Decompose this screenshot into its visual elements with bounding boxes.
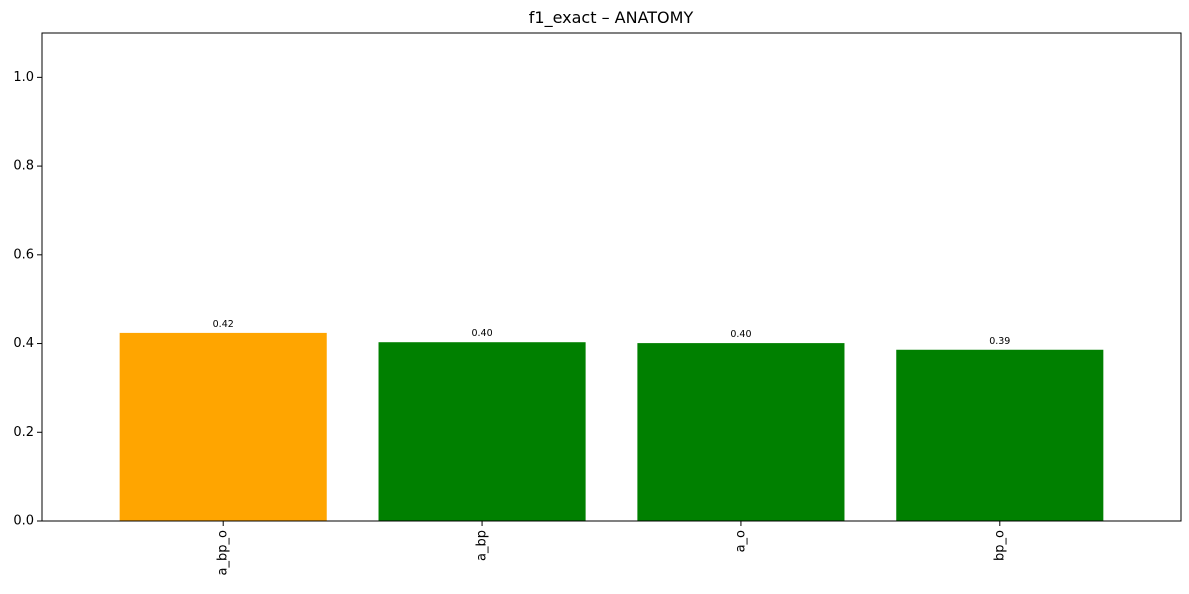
y-tick-label-4: 0.8	[13, 159, 34, 174]
data-labels-layer: 0.42 0.40 0.40 0.39	[213, 319, 1011, 347]
x-tick-label-a_bp_o: a_bp_o	[216, 530, 231, 575]
x-tick-label-bp_o: bp_o	[992, 530, 1007, 561]
y-tick-label-3: 0.6	[13, 247, 34, 262]
x-tick-label-a_bp: a_bp	[475, 530, 490, 561]
data-label-a_bp_o: 0.42	[213, 319, 234, 330]
plot-frame	[41, 32, 1182, 522]
bar-a_bp	[378, 342, 586, 521]
y-tick-label-2: 0.4	[13, 336, 34, 351]
bars-layer	[119, 332, 1104, 521]
x-axis: a_bp_o a_bp a_o bp_o	[216, 521, 1007, 575]
bar-bp_o	[896, 349, 1104, 521]
data-label-bp_o: 0.39	[989, 336, 1010, 347]
chart-title: f1_exact – ANATOMY	[529, 8, 694, 28]
data-label-a_o: 0.40	[730, 329, 751, 340]
y-tick-label-5: 1.0	[13, 70, 34, 85]
bar-a_bp_o	[119, 332, 327, 521]
y-axis: 0.0 0.2 0.4 0.6 0.8 1.0	[13, 70, 42, 529]
y-tick-label-1: 0.2	[13, 425, 34, 440]
x-tick-label-a_o: a_o	[733, 530, 748, 552]
bar-a_o	[637, 343, 845, 521]
data-label-a_bp: 0.40	[471, 328, 492, 339]
y-tick-label-0: 0.0	[13, 514, 34, 529]
